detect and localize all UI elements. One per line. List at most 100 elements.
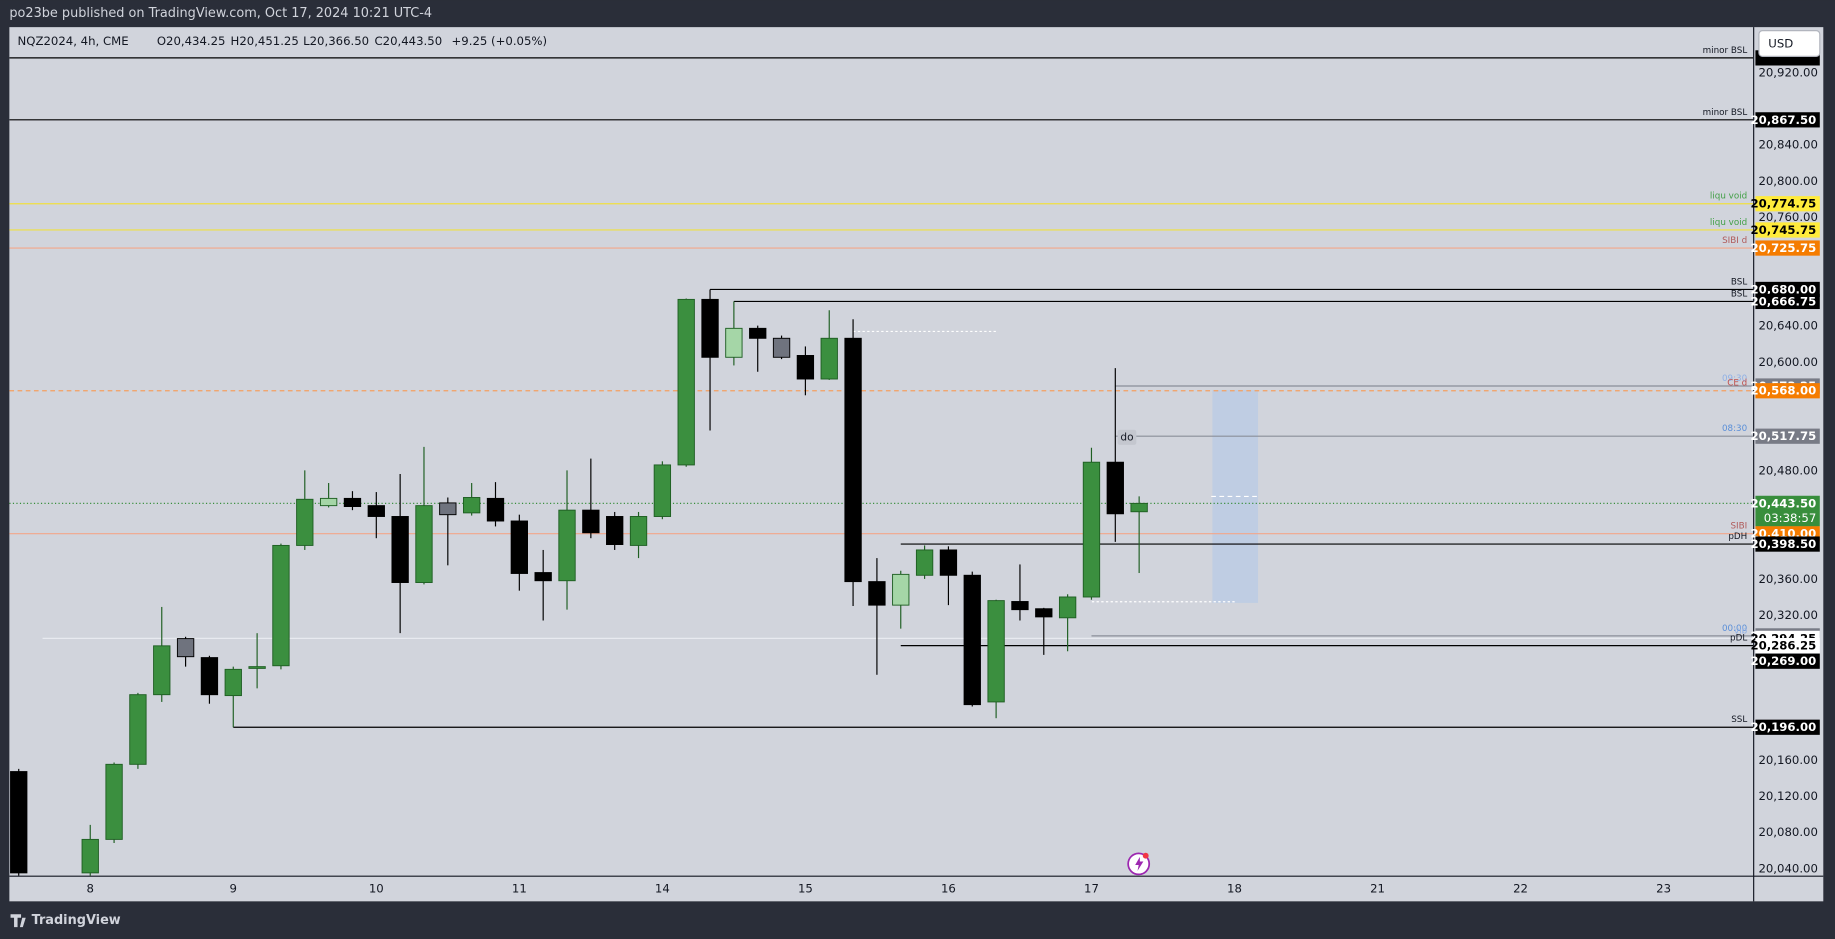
candle-body	[510, 520, 528, 574]
candle-body	[296, 498, 314, 546]
candle-body	[176, 638, 195, 658]
price-box-label: 20,745.75	[1750, 223, 1816, 237]
price-box	[1755, 240, 1820, 256]
level-name: SSL	[1731, 715, 1747, 725]
candle-body	[391, 516, 409, 583]
price-box-label: 20,867.50	[1750, 113, 1816, 127]
y-tick-label: 20,840.00	[1758, 138, 1817, 152]
x-tick-label: 10	[369, 881, 384, 895]
ohlc-low: L20,366.50	[303, 34, 369, 48]
currency-label[interactable]: USD	[1768, 37, 1793, 51]
candle-body	[582, 509, 600, 534]
candle-body	[1058, 596, 1077, 619]
candle-body	[200, 657, 219, 696]
y-tick-label: 20,160.00	[1758, 753, 1817, 767]
last-price-box	[1755, 495, 1820, 527]
price-box	[1755, 112, 1820, 128]
chart-background	[9, 27, 1824, 902]
x-tick-label: 11	[512, 881, 527, 895]
candle-body	[415, 505, 433, 583]
app-icon[interactable]	[1127, 852, 1151, 876]
price-box-label: 20,196.00	[1750, 720, 1816, 734]
price-box-label: 20,774.75	[1750, 197, 1816, 211]
y-tick-label: 20,120.00	[1758, 789, 1817, 803]
candle-body	[1130, 502, 1148, 513]
candle-body	[343, 497, 362, 508]
candle-body	[677, 298, 695, 466]
candle-body	[844, 337, 862, 583]
levels: minor BSL minor BSL liqu void liqu void SIBI…	[9, 46, 1754, 728]
ohlc-high: H20,451.25	[231, 34, 299, 48]
price-box	[1755, 383, 1820, 399]
candle-body	[963, 574, 981, 706]
candle-body	[915, 549, 934, 576]
candle-body	[129, 694, 147, 765]
projection-box	[1212, 389, 1259, 603]
level-name: SIBI	[1730, 522, 1747, 532]
candles	[10, 289, 1148, 876]
x-tick-label: 14	[655, 881, 670, 895]
level-name: pDH	[1728, 532, 1747, 542]
candle-body	[749, 327, 767, 339]
candle-body	[81, 838, 99, 874]
candle-body	[868, 581, 886, 606]
y-tick-label: 20,480.00	[1758, 463, 1817, 477]
candle-body	[248, 666, 266, 669]
price-box	[1755, 653, 1820, 669]
level-name: vib	[1734, 626, 1748, 636]
brand-name[interactable]: TradingView	[32, 913, 121, 928]
candle-body	[1011, 601, 1029, 611]
icon-bolt[interactable]	[1135, 856, 1144, 871]
price-box-label: 20,286.25	[1750, 639, 1816, 653]
icon-dot[interactable]	[1142, 852, 1149, 859]
level-name: 00:00	[1722, 624, 1747, 634]
ohlc-change: +9.25 (+0.05%)	[452, 34, 548, 48]
candle-body	[939, 549, 958, 576]
price-box	[1755, 719, 1820, 735]
brand-logo[interactable]	[10, 914, 26, 928]
x-tick-label: 23	[1656, 881, 1671, 895]
currency-button[interactable]: USD	[1758, 30, 1821, 57]
y-tick-label: 20,360.00	[1758, 572, 1817, 586]
publish-info: po23be published on TradingView.com, Oct…	[9, 6, 432, 21]
brand[interactable]: TradingView	[10, 913, 121, 928]
candle-body	[796, 355, 815, 380]
level-name: 09:30	[1722, 374, 1747, 384]
price-box	[1755, 222, 1820, 238]
drawings	[853, 330, 1259, 603]
candle-body	[725, 327, 743, 358]
price-box	[1755, 638, 1820, 654]
price-box-label: 20,680.00	[1750, 282, 1816, 296]
ohlc-open: O20,434.25	[157, 34, 226, 48]
level-name: CE d	[1727, 379, 1747, 389]
candle-body	[272, 544, 290, 667]
price-box-label: 20,269.00	[1750, 654, 1816, 668]
currency-button-bg[interactable]	[1758, 30, 1821, 57]
y-tick-label: 20,920.00	[1758, 65, 1817, 79]
x-tick-label: 21	[1370, 881, 1385, 895]
candle-body	[653, 464, 672, 517]
symbol: NQZ2024, 4h, CME	[18, 34, 129, 48]
y-tick-label: 20,320.00	[1758, 608, 1817, 622]
annotation-bg	[1117, 429, 1137, 445]
candle-body	[987, 600, 1005, 703]
x-tick-label: 17	[1084, 881, 1099, 895]
y-tick-label: 20,600.00	[1758, 355, 1817, 369]
candle-body	[462, 497, 481, 514]
candle-body	[629, 516, 648, 546]
level-name: liqu void	[1710, 218, 1747, 228]
price-box	[1755, 536, 1820, 552]
level-name: BSL	[1731, 277, 1747, 287]
y-tick-label: 20,760.00	[1758, 210, 1817, 224]
candle-body	[558, 509, 576, 582]
price-box-label: 20,666.75	[1750, 294, 1816, 308]
price-box-label: 20,568.00	[1750, 384, 1816, 398]
candle-body	[892, 573, 910, 606]
axes: 20,040.00 20,080.00 20,120.00 20,160.00 20,3…	[87, 50, 1820, 895]
candle-body	[1106, 461, 1124, 515]
level-name: minor BSL	[1703, 108, 1748, 118]
x-tick-label: 18	[1227, 881, 1242, 895]
price-box	[1755, 293, 1820, 310]
price-box	[1755, 428, 1820, 444]
